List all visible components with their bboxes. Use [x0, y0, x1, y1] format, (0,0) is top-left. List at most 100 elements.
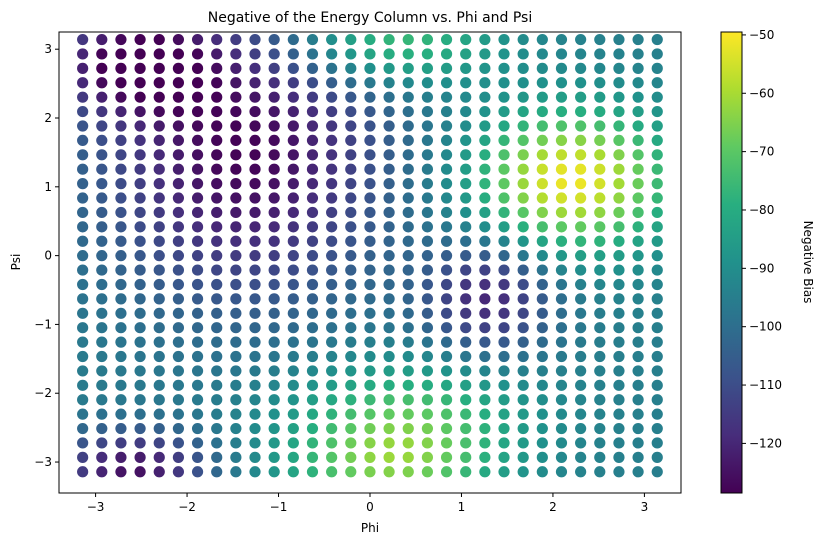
data-point	[479, 33, 491, 46]
data-point	[479, 408, 491, 420]
data-point	[211, 206, 223, 219]
data-point	[364, 206, 376, 219]
data-point	[172, 163, 185, 175]
data-point	[153, 365, 165, 377]
colorbar-tick-label: −110	[749, 378, 782, 392]
data-point	[326, 163, 338, 175]
data-point	[402, 379, 414, 391]
data-point	[440, 206, 453, 219]
data-point	[77, 91, 89, 103]
data-point	[383, 394, 395, 406]
data-point	[575, 466, 587, 478]
data-point	[153, 163, 165, 175]
data-point	[575, 322, 587, 334]
data-point	[498, 62, 510, 74]
data-point	[460, 451, 472, 463]
data-point	[230, 178, 242, 190]
data-point	[230, 350, 242, 363]
data-point	[555, 293, 568, 305]
data-point	[134, 322, 146, 334]
data-point	[77, 408, 89, 420]
data-point	[326, 77, 338, 89]
data-point	[632, 105, 644, 118]
data-point	[211, 149, 223, 161]
data-point	[440, 120, 453, 132]
data-point	[77, 221, 89, 233]
data-point	[287, 105, 299, 118]
data-point	[517, 322, 529, 334]
data-point	[287, 422, 299, 435]
data-point	[326, 278, 338, 291]
data-point	[440, 77, 453, 89]
data-point	[345, 206, 357, 219]
data-point	[77, 250, 89, 262]
data-point	[249, 163, 261, 175]
data-point	[383, 408, 395, 420]
data-point	[211, 365, 223, 377]
data-point	[575, 48, 587, 60]
data-point	[402, 264, 414, 276]
data-point	[287, 221, 299, 233]
data-point	[421, 48, 434, 60]
data-point	[555, 451, 568, 463]
data-point	[172, 178, 185, 190]
data-point	[632, 293, 644, 305]
data-point	[153, 62, 165, 74]
data-point	[268, 221, 280, 233]
data-point	[402, 33, 414, 46]
data-point	[306, 466, 319, 478]
data-point	[536, 178, 548, 190]
data-point	[517, 278, 529, 291]
data-point	[268, 422, 280, 435]
data-point	[651, 105, 663, 118]
data-point	[268, 62, 280, 74]
data-point	[402, 206, 414, 219]
data-point	[364, 149, 376, 161]
data-point	[402, 221, 414, 233]
data-point	[230, 48, 242, 60]
data-point	[632, 322, 644, 334]
data-point	[96, 178, 108, 190]
data-point	[115, 48, 127, 60]
data-point	[345, 365, 357, 377]
data-point	[249, 105, 261, 118]
data-point	[575, 134, 587, 146]
data-point	[326, 206, 338, 219]
data-point	[306, 250, 319, 262]
data-point	[134, 379, 146, 391]
data-point	[517, 134, 529, 146]
data-point	[536, 394, 548, 406]
data-point	[632, 278, 644, 291]
data-point	[364, 307, 376, 319]
data-point	[249, 322, 261, 334]
colorbar	[720, 31, 743, 494]
data-point	[230, 91, 242, 103]
data-point	[249, 120, 261, 132]
data-point	[172, 437, 185, 449]
data-point	[594, 451, 606, 463]
data-point	[191, 105, 204, 118]
data-point	[555, 105, 568, 118]
data-point	[613, 221, 625, 233]
data-point	[268, 394, 280, 406]
data-point	[440, 149, 453, 161]
data-point	[77, 350, 89, 363]
data-point	[536, 62, 548, 74]
data-point	[115, 250, 127, 262]
data-point	[479, 293, 491, 305]
data-point	[440, 192, 453, 204]
data-point	[172, 350, 185, 363]
data-point	[364, 466, 376, 478]
y-axis: −3 −2 −1 0 1 2 3	[34, 42, 59, 469]
data-point	[632, 466, 644, 478]
data-point	[191, 437, 204, 449]
data-point	[594, 422, 606, 435]
data-point	[134, 466, 146, 478]
data-point	[115, 178, 127, 190]
data-point	[345, 466, 357, 478]
data-point	[555, 394, 568, 406]
data-point	[479, 91, 491, 103]
data-point	[191, 235, 204, 247]
data-point	[96, 264, 108, 276]
